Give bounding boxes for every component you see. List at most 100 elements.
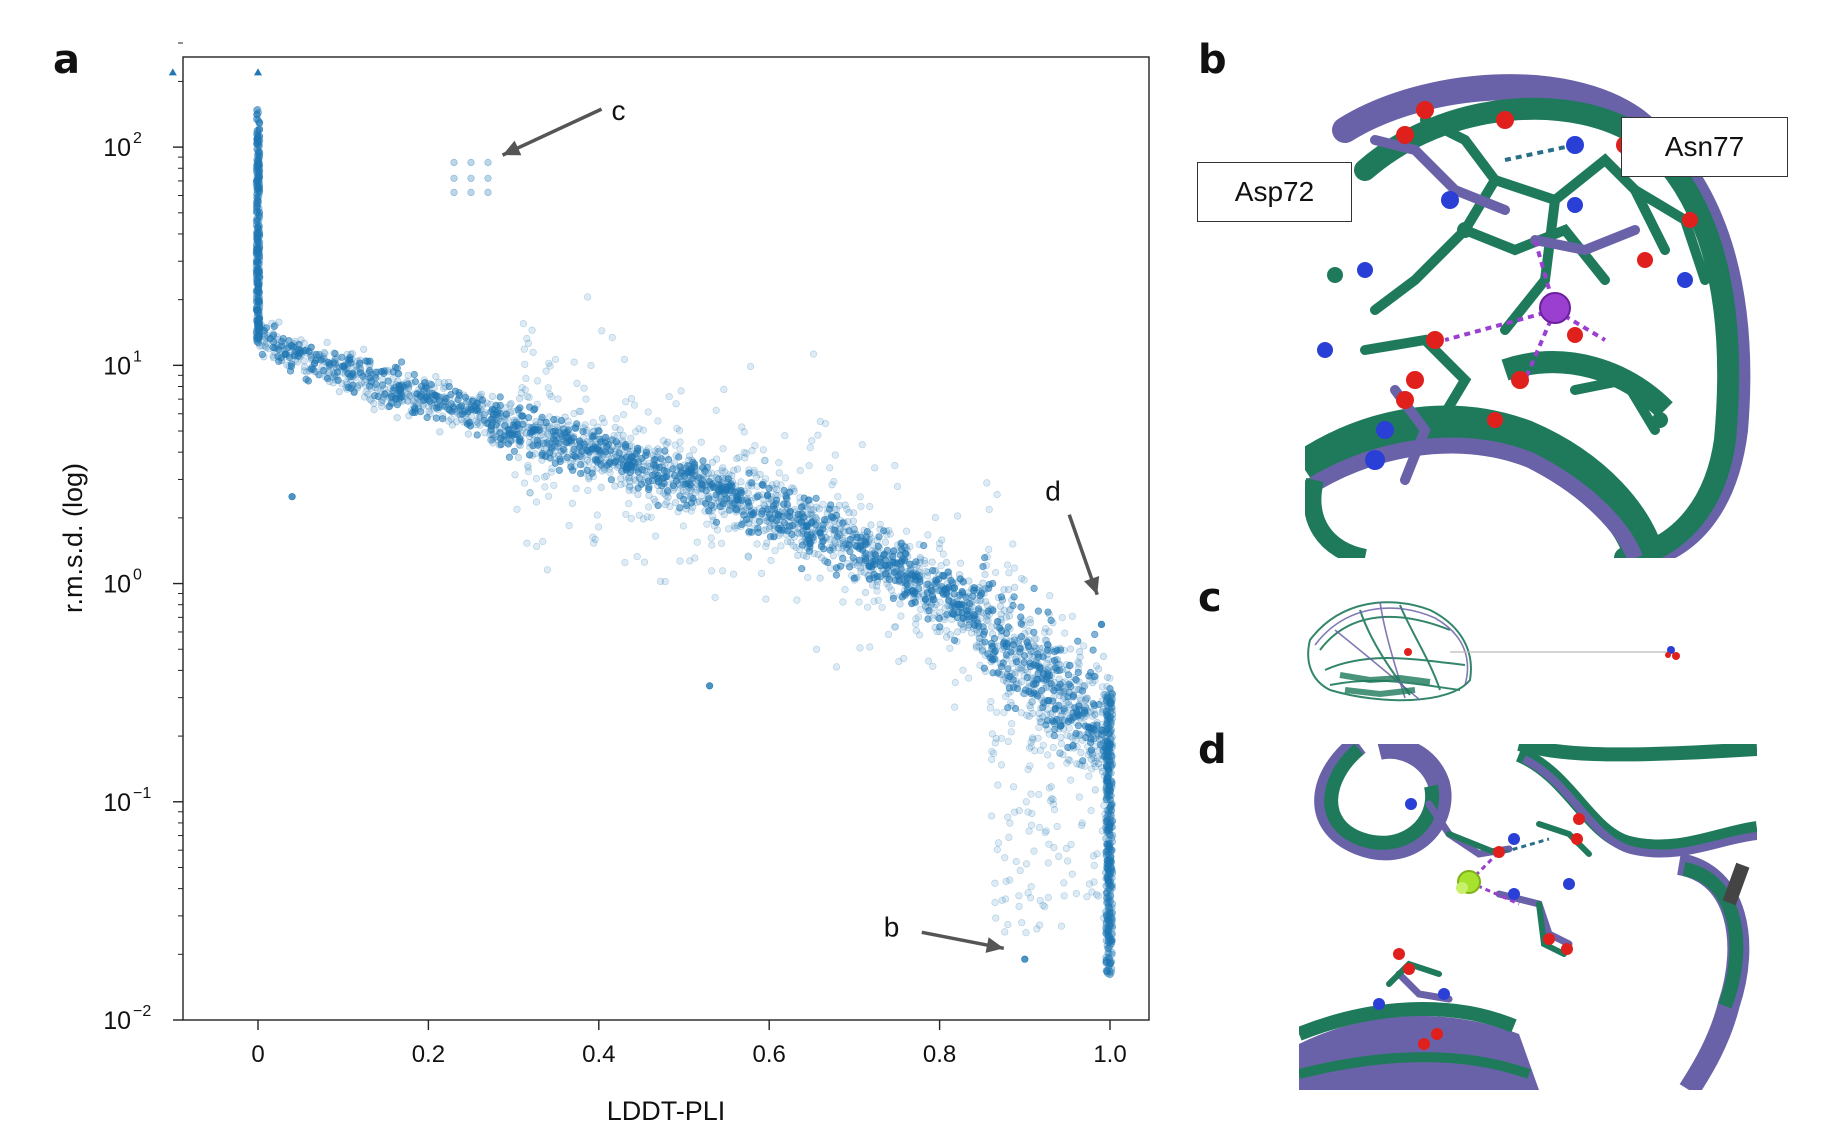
data-point: [387, 399, 395, 407]
data-point: [534, 427, 542, 435]
data-point: [816, 417, 824, 426]
data-point: [1076, 653, 1084, 661]
data-point: [529, 348, 537, 356]
data-point: [988, 623, 996, 631]
data-point: [640, 558, 649, 566]
data-point: [520, 345, 528, 353]
y-tick-label: 10: [103, 352, 131, 380]
data-point: [258, 342, 266, 350]
data-point: [1017, 574, 1026, 583]
data-point: [856, 493, 864, 501]
data-point: [689, 446, 698, 454]
data-point: [612, 415, 621, 423]
data-point: [1085, 880, 1093, 888]
data-point: [1064, 717, 1072, 726]
data-point: [553, 415, 561, 423]
data-point: [406, 391, 414, 399]
data-point: [290, 341, 298, 349]
data-point: [1035, 723, 1043, 732]
data-point: [752, 473, 761, 481]
data-point: [880, 551, 888, 559]
data-point: [984, 607, 992, 615]
data-point: [1005, 674, 1013, 683]
data-point: [1067, 678, 1075, 687]
data-point: [709, 516, 717, 525]
data-point: [627, 434, 635, 442]
data-point: [991, 568, 1000, 577]
data-point: [1035, 921, 1044, 929]
data-point: [737, 496, 745, 504]
data-point: [1107, 800, 1115, 809]
data-point: [1053, 664, 1061, 672]
data-point: [955, 601, 963, 609]
data-point: [780, 519, 789, 527]
data-point: [1089, 700, 1097, 708]
data-point: [1055, 852, 1063, 861]
data-point: [721, 468, 729, 476]
data-point: [836, 526, 844, 534]
annotation-label: d: [1045, 476, 1061, 507]
data-point: [1044, 608, 1052, 616]
data-point: [810, 506, 818, 514]
data-point: [908, 586, 916, 595]
data-point: [484, 174, 492, 182]
data-point: [826, 543, 834, 552]
data-point: [307, 353, 316, 361]
data-point: [923, 572, 932, 580]
data-point: [887, 586, 896, 594]
data-point: [495, 441, 503, 449]
data-point: [320, 348, 328, 357]
data-point: [699, 498, 707, 506]
data-point: [542, 419, 550, 427]
data-point: [521, 360, 529, 368]
data-point: [1096, 735, 1104, 744]
data-point: [1021, 686, 1030, 694]
data-point: [855, 598, 863, 606]
data-point: [871, 464, 879, 472]
data-point: [936, 627, 944, 636]
data-point: [393, 414, 401, 422]
data-point: [551, 355, 560, 364]
x-tick-label: 1.0: [1093, 1041, 1126, 1068]
data-point: [1098, 683, 1106, 691]
data-point: [705, 508, 713, 516]
data-point: [333, 364, 341, 372]
data-point: [260, 353, 268, 361]
data-point: [812, 514, 820, 522]
data-point: [524, 414, 533, 422]
data-point: [898, 593, 906, 601]
data-point: [411, 404, 419, 412]
data-point: [619, 411, 628, 419]
data-point: [839, 598, 847, 606]
data-point: [856, 564, 865, 572]
data-point: [475, 414, 483, 422]
data-point: [320, 354, 328, 362]
data-point: [853, 541, 862, 550]
data-point: [1041, 696, 1049, 704]
data-point: [826, 536, 834, 544]
data-point: [1104, 903, 1112, 912]
data-point: [1102, 787, 1110, 795]
data-point: [1018, 919, 1026, 927]
data-point: [1000, 644, 1009, 652]
data-point: [519, 320, 528, 328]
data-point: [456, 403, 464, 411]
data-point: [1027, 790, 1035, 798]
data-point: [1072, 889, 1080, 898]
data-point: [1094, 892, 1102, 900]
data-point: [875, 533, 883, 541]
data-point: [878, 603, 886, 611]
data-point: [1088, 888, 1096, 896]
data-point: [525, 403, 534, 411]
data-point: [1092, 662, 1101, 670]
data-point: [824, 505, 832, 513]
data-point: [255, 209, 264, 217]
data-point: [901, 555, 909, 563]
data-point: [1065, 688, 1074, 697]
data-point: [1000, 586, 1008, 594]
data-point: [718, 502, 726, 511]
data-point: [672, 477, 681, 485]
data-point: [540, 440, 548, 448]
data-point: [1008, 720, 1016, 728]
data-point: [615, 449, 623, 457]
